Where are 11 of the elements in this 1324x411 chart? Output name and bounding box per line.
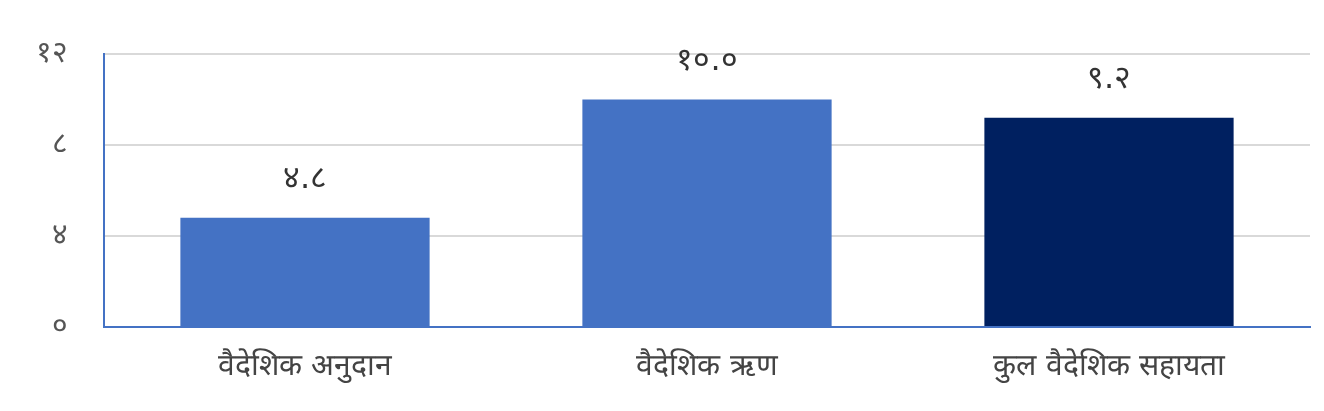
y-tick-label: ० <box>52 306 68 342</box>
y-tick-label: १२ <box>36 33 68 69</box>
bar <box>984 117 1234 326</box>
data-label: ९.२ <box>1086 58 1132 97</box>
y-tick-label: ४ <box>52 215 68 251</box>
x-tick-label: कुल वैदेशिक सहायता <box>992 346 1227 384</box>
data-label: ४.८ <box>282 158 328 197</box>
x-tick-label: वैदेशिक अनुदान <box>217 346 394 384</box>
y-tick-label: ८ <box>52 124 68 160</box>
x-tick-label: वैदेशिक ऋण <box>636 346 779 382</box>
data-label: १०.० <box>676 39 738 78</box>
